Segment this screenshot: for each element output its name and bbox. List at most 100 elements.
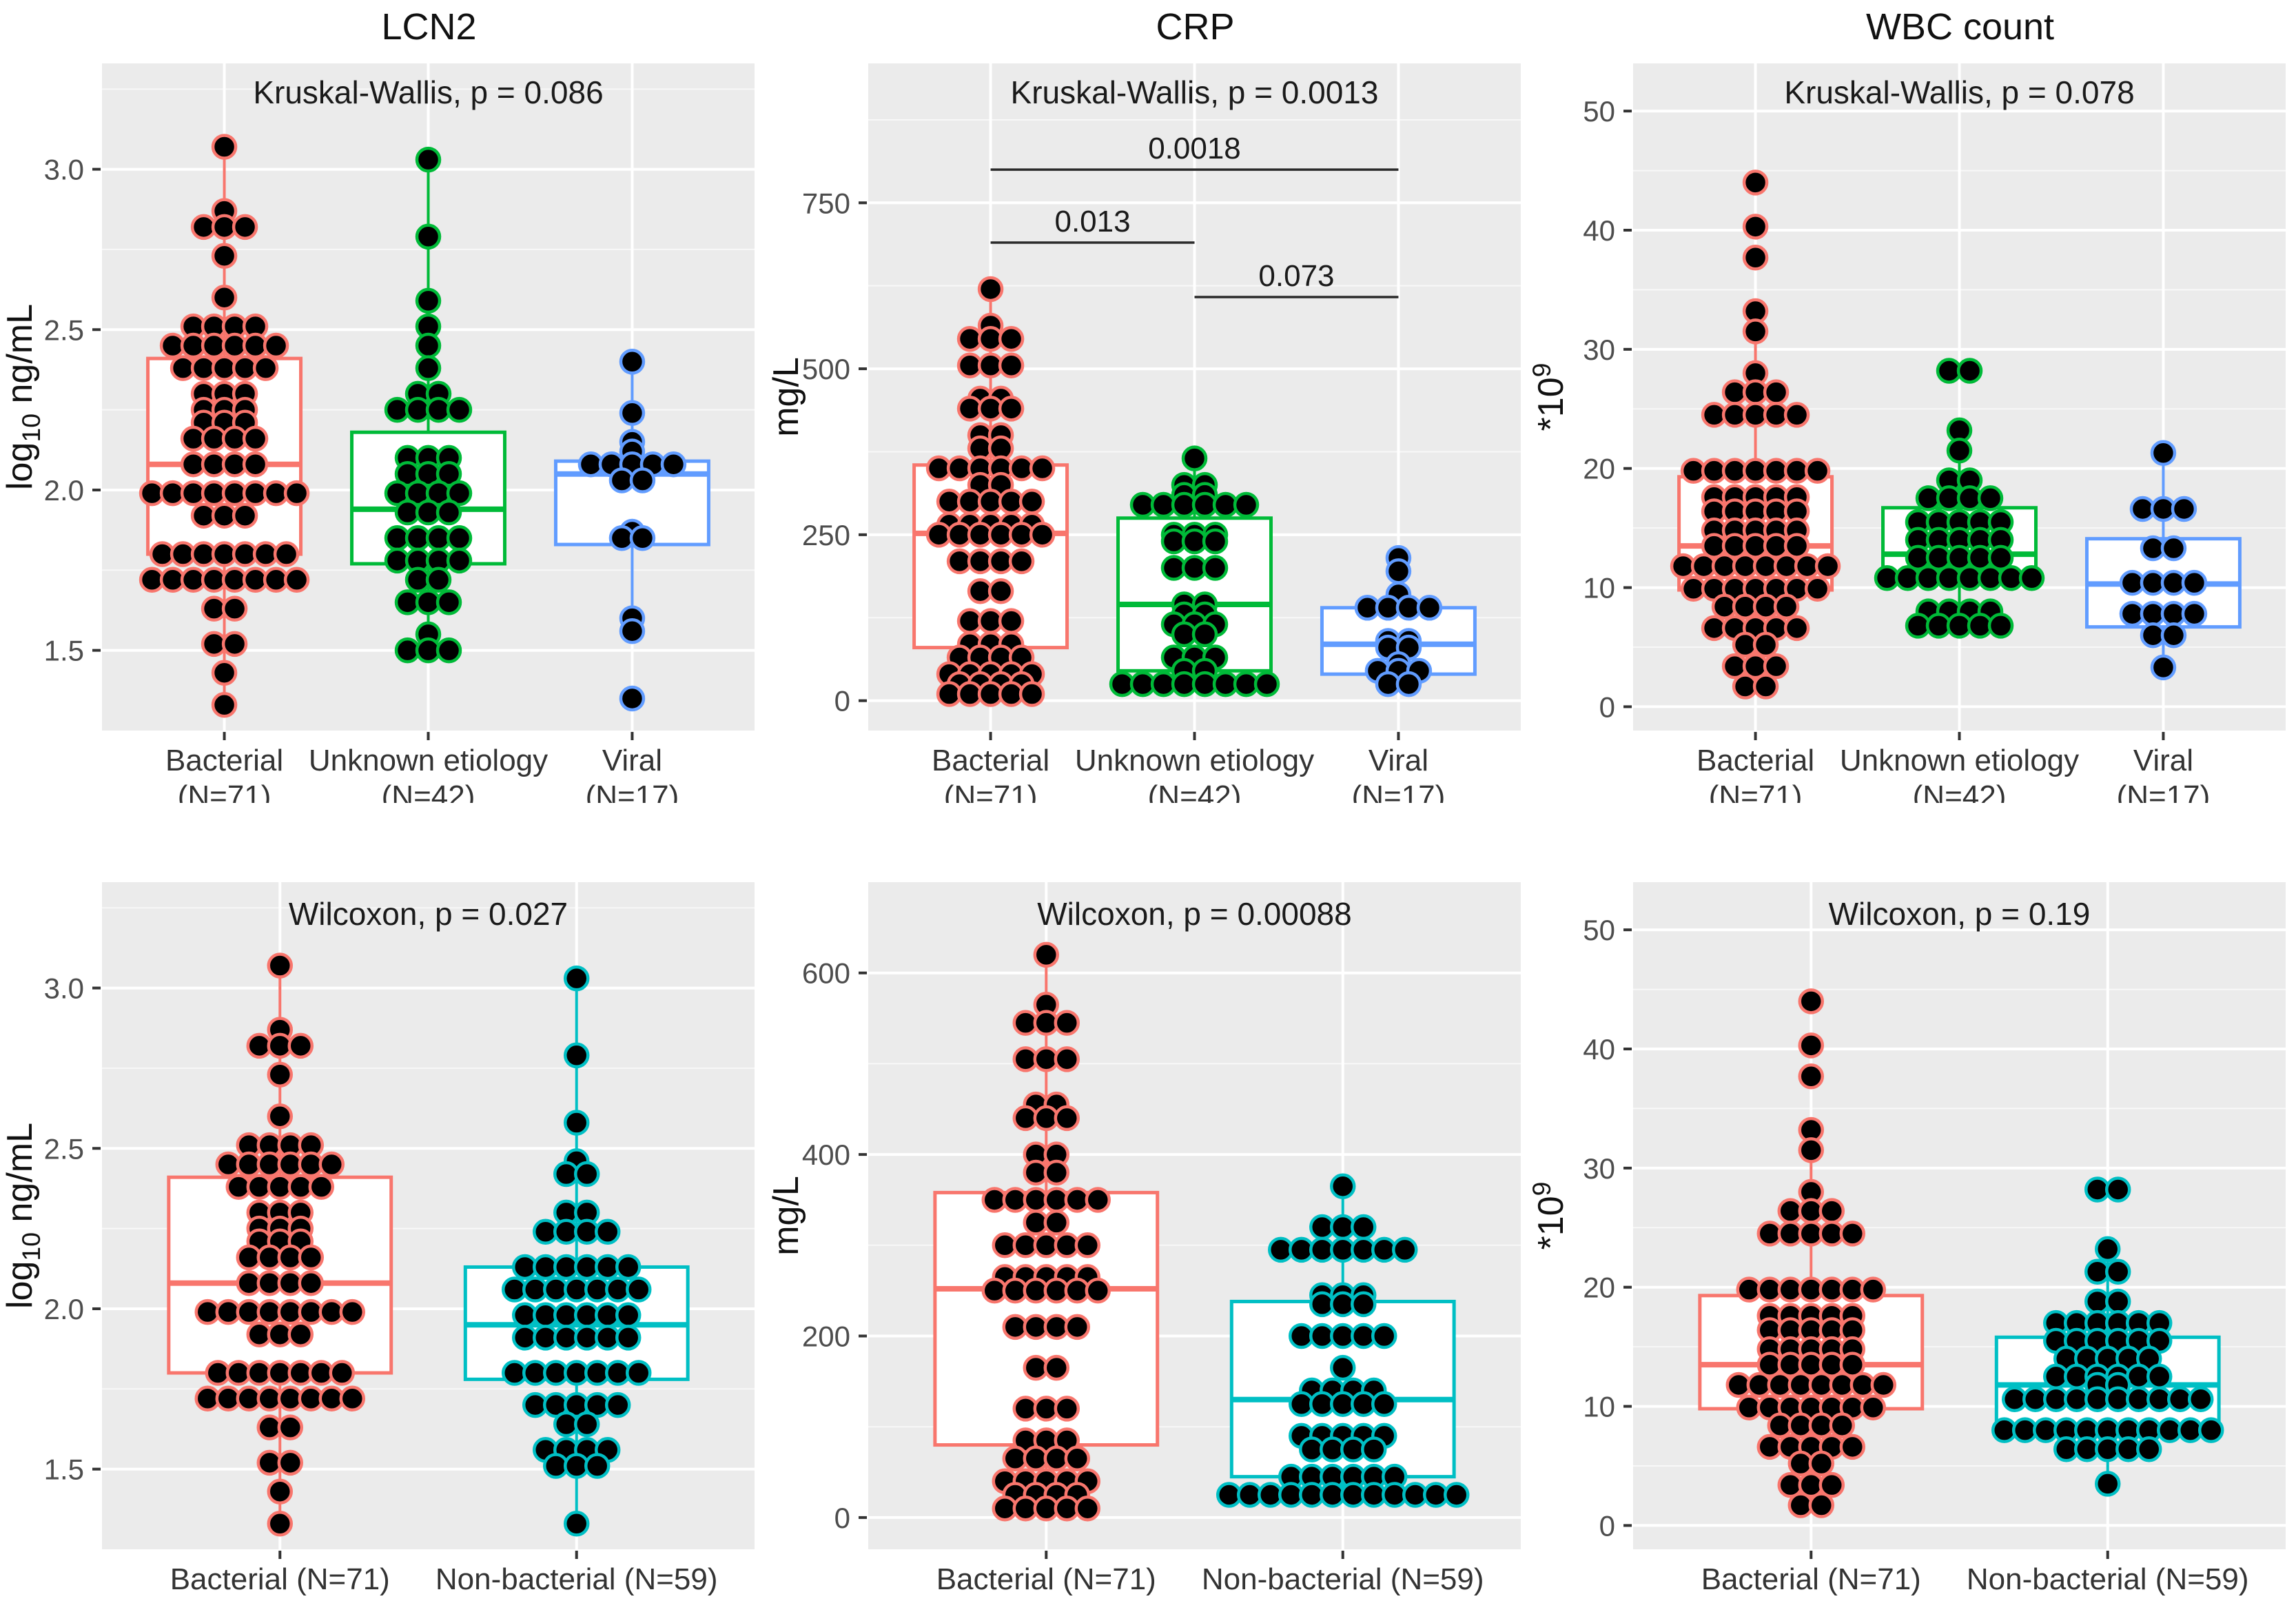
x-group-label: Bacterial (N=71) (1701, 1562, 1921, 1596)
data-point (267, 1103, 294, 1130)
data-point (1064, 1314, 1091, 1340)
data-point (2094, 1471, 2121, 1497)
x-group-label: Viral (1369, 744, 1428, 777)
data-point (1804, 575, 1831, 602)
x-group-label: Non-bacterial (N=59) (1202, 1562, 1484, 1596)
data-point (1946, 438, 1973, 464)
comparison-p-value: 0.013 (1054, 205, 1130, 238)
data-point (435, 499, 462, 526)
data-point (298, 1244, 325, 1271)
data-point (1808, 1450, 1835, 1477)
data-point (298, 1269, 325, 1296)
data-point (1814, 553, 1841, 580)
data-point (1839, 1352, 1866, 1378)
data-point (308, 1174, 335, 1200)
x-group-label: Viral (602, 744, 662, 777)
y-tick-label: 2.0 (44, 474, 84, 507)
y-axis-label: log10​ ng/mL (0, 1123, 45, 1309)
data-point (1870, 1371, 1897, 1398)
data-point (277, 1449, 304, 1476)
data-point (211, 134, 238, 160)
data-point (415, 287, 442, 314)
data-point (1742, 318, 1769, 345)
data-point (1773, 593, 1800, 620)
data-point (1371, 1391, 1397, 1418)
data-point (1202, 528, 1229, 555)
data-point (446, 396, 473, 423)
data-point (435, 460, 462, 487)
data-point (2094, 1236, 2121, 1263)
data-point (998, 396, 1025, 422)
x-group-label: Viral (2133, 744, 2193, 777)
stat-test-label: Kruskal-Wallis, p = 0.086 (253, 74, 603, 110)
x-group-label: Bacterial (165, 744, 283, 777)
data-point (1018, 681, 1045, 707)
data-point (1804, 458, 1831, 484)
y-tick-label: 30 (1583, 1152, 1615, 1185)
data-point (1977, 485, 2004, 511)
panel-cell-0-2: Kruskal-Wallis, p = 0.078 0 10 20 30 40 50 Bact… (1527, 0, 2296, 813)
data-point (2146, 1363, 2173, 1390)
data-point (2197, 1417, 2224, 1443)
y-tick-label: 250 (802, 519, 850, 551)
data-point (573, 1161, 600, 1187)
data-point (1385, 558, 1412, 584)
data-point (318, 1151, 345, 1178)
data-point (619, 349, 646, 375)
data-point (998, 325, 1025, 352)
y-tick-label: 3.0 (44, 972, 84, 1005)
data-point (1860, 1276, 1887, 1303)
data-point (329, 1360, 356, 1386)
x-group-label: Bacterial (1697, 744, 1814, 777)
x-group-label: (N=71) (944, 779, 1038, 803)
data-point (1085, 1277, 1111, 1304)
data-point (446, 547, 473, 574)
data-point (619, 618, 646, 644)
data-point (1987, 613, 2014, 639)
data-point (604, 1391, 631, 1418)
y-tick-label: 2.0 (44, 1293, 84, 1325)
data-point (1783, 533, 1810, 559)
data-point (615, 1254, 642, 1281)
panel-cell-1-0: Wilcoxon, p = 0.027 1.5 2.0 2.5 3.0 Bacterial… (0, 803, 765, 1601)
y-tick-label: 2.5 (44, 314, 84, 346)
y-tick-label: 20 (1583, 1272, 1615, 1304)
stat-test-label: Wilcoxon, p = 0.027 (289, 896, 568, 932)
data-point (2181, 569, 2208, 596)
y-tick-label: 400 (802, 1139, 850, 1171)
x-group-label: (N=17) (2117, 779, 2211, 803)
data-point (1054, 1010, 1080, 1036)
data-point (2104, 1258, 2131, 1285)
data-point (287, 1321, 314, 1347)
data-point (1054, 1105, 1080, 1132)
x-group-label: Bacterial (N=71) (936, 1562, 1156, 1596)
data-point (415, 223, 442, 250)
data-point (1416, 595, 1443, 621)
data-point (619, 400, 646, 427)
data-point (1742, 214, 1769, 240)
data-point (2160, 622, 2187, 649)
panel-crp-kruskal: 0.0018 0.013 0.073 Kruskal-Wallis, p = 0.00… (766, 63, 1521, 813)
data-point (415, 146, 442, 173)
y-axis-label: mg/L (766, 1176, 806, 1256)
data-point (252, 355, 279, 381)
data-point (1829, 1412, 1856, 1438)
y-tick-label: 40 (1583, 214, 1615, 247)
data-point (1763, 379, 1790, 405)
data-point (277, 1414, 304, 1440)
y-tick-label: 10 (1583, 572, 1615, 604)
data-point (1074, 1232, 1101, 1258)
y-tick-label: 0 (834, 1502, 850, 1534)
data-point (1191, 621, 1218, 648)
data-point (211, 284, 238, 311)
x-group-label: (N=42) (1913, 779, 2007, 803)
data-point (2104, 1176, 2131, 1203)
panel-crp-wilcoxon: Wilcoxon, p = 0.00088 0 200 400 600 Bacterial… (766, 882, 1521, 1596)
stat-test-label: Kruskal-Wallis, p = 0.078 (1784, 74, 2134, 110)
y-tick-label: 200 (802, 1320, 850, 1353)
y-tick-label: 30 (1583, 334, 1615, 366)
data-point (1033, 941, 1060, 968)
data-point (629, 467, 656, 493)
comparison-p-value: 0.0018 (1148, 132, 1241, 165)
data-point (987, 578, 1014, 604)
